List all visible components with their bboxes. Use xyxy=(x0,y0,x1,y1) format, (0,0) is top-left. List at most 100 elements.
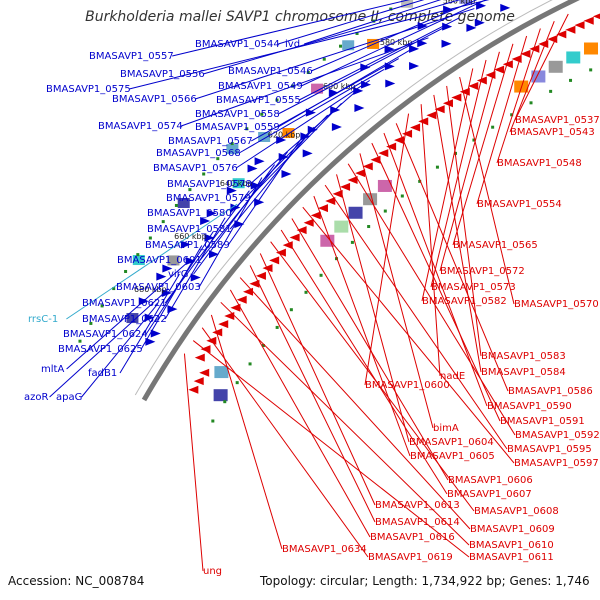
minor-tick xyxy=(529,101,533,105)
leader-line xyxy=(395,123,509,392)
reverse-gene-arrow xyxy=(370,155,381,164)
minor-tick xyxy=(112,287,116,291)
minor-tick xyxy=(261,344,265,348)
leader-line xyxy=(336,174,410,443)
leader-line xyxy=(476,35,528,205)
leader-line xyxy=(201,327,369,558)
reverse-gene-arrow xyxy=(236,295,247,304)
minor-tick xyxy=(78,339,82,343)
gene-label-left: BMASAVP1_0546 xyxy=(228,66,313,77)
gene-label-left: BMASAVP1_0544 xyxy=(195,39,280,50)
leader-line xyxy=(278,0,425,45)
gene-label-right: BMASAVP1_0570 xyxy=(514,299,599,310)
forward-gene-arrow xyxy=(409,44,420,53)
gene-label-right: BMASAVP1_0548 xyxy=(497,158,582,169)
gene-label-right: BMASAVP1_0565 xyxy=(453,240,538,251)
leader-line xyxy=(66,203,238,320)
forward-gene-arrow xyxy=(206,209,217,218)
gene-label-right: BMASAVP1_0583 xyxy=(481,351,566,362)
gene-label-right: BMASAVP1_0592 xyxy=(515,430,600,441)
reverse-gene-arrow xyxy=(442,99,453,108)
leader-line xyxy=(446,85,482,357)
minor-tick xyxy=(275,325,279,329)
leader-line xyxy=(359,153,434,429)
minor-tick xyxy=(400,194,404,198)
minor-tick xyxy=(275,98,279,102)
map-title: Burkholderia mallei SAVP1 chromosome II,… xyxy=(85,9,515,25)
gene-label-right: BMASAVP1_0591 xyxy=(500,416,585,427)
reverse-gene-arrow xyxy=(574,21,585,30)
reverse-gene-arrow xyxy=(269,256,280,265)
minor-tick xyxy=(306,71,310,75)
leader-line xyxy=(324,184,508,450)
gene-features xyxy=(78,0,600,423)
gene-label-right: BMASAVP1_0634 xyxy=(282,544,367,555)
leader-line xyxy=(433,94,482,373)
forward-gene-arrow xyxy=(441,39,452,48)
minor-tick xyxy=(472,138,476,142)
leader-line xyxy=(383,132,488,407)
feature-block xyxy=(232,178,245,189)
reverse-gene-arrow xyxy=(394,136,405,145)
kbp-tick-label: 600 kbp xyxy=(323,82,356,91)
feature-block xyxy=(459,0,472,4)
gene-label-left: ivd xyxy=(285,39,300,50)
leader-line xyxy=(229,289,371,538)
forward-gene-arrow xyxy=(354,103,365,112)
reverse-gene-arrow xyxy=(340,182,351,191)
minor-tick xyxy=(223,400,227,404)
reverse-gene-arrow xyxy=(520,49,531,58)
forward-gene-arrow xyxy=(384,45,395,54)
minor-tick xyxy=(161,220,165,224)
gene-label-left: BMASAVP1_0578 xyxy=(167,179,252,190)
minor-tick xyxy=(216,157,220,161)
reverse-gene-arrow xyxy=(193,377,204,386)
leader-line xyxy=(371,142,501,422)
gene-label-left: BMASAVP1_0576 xyxy=(153,163,238,174)
gene-label-left: fadB1 xyxy=(88,368,117,379)
gene-label-left: BMASAVP1_0624 xyxy=(63,329,148,340)
topology-text: Topology: circular; Length: 1,734,922 bp… xyxy=(260,574,590,588)
gene-label-right: BMASAVP1_0584 xyxy=(481,367,566,378)
forward-gene-arrow xyxy=(276,135,287,144)
feature-block xyxy=(584,42,599,55)
forward-gene-arrow xyxy=(145,337,156,346)
forward-gene-arrow xyxy=(353,86,364,95)
reverse-gene-arrow xyxy=(212,328,223,337)
forward-gene-arrow xyxy=(161,288,172,297)
feature-block xyxy=(282,128,295,139)
feature-block xyxy=(311,83,324,94)
reverse-gene-arrow xyxy=(583,16,594,25)
forward-gene-arrow xyxy=(331,123,342,132)
gene-label-left: BMASAVP1_0621 xyxy=(82,298,167,309)
reverse-gene-arrow xyxy=(282,241,293,250)
reverse-gene-arrow xyxy=(494,65,505,74)
feature-block xyxy=(320,234,335,247)
reverse-gene-arrow xyxy=(410,123,421,132)
leader-line xyxy=(195,8,475,100)
leader-line xyxy=(229,126,315,230)
forward-gene-arrow xyxy=(156,272,167,281)
leader-line xyxy=(140,245,203,350)
leader-line xyxy=(220,301,470,546)
minor-tick xyxy=(100,304,104,308)
backbone-ring-outer xyxy=(134,0,553,396)
accession-text: Accession: NC_008784 xyxy=(8,574,145,588)
forward-gene-arrow xyxy=(500,3,511,12)
reverse-gene-arrow xyxy=(289,233,300,242)
leader-line xyxy=(270,241,475,512)
minor-tick xyxy=(319,273,323,277)
minor-tick xyxy=(350,240,354,244)
gene-label-left: BMASAVP1_0622 xyxy=(82,314,167,325)
kbp-tick-label: 640 kbp xyxy=(220,179,253,188)
reverse-gene-arrow xyxy=(199,368,210,377)
feature-block xyxy=(334,220,349,233)
reverse-gene-arrow xyxy=(325,197,336,206)
gene-label-left: mltA xyxy=(41,364,64,375)
minor-tick xyxy=(549,89,553,93)
minor-tick xyxy=(174,203,178,207)
gene-label-left: BMASAVP1_0625 xyxy=(58,344,143,355)
gene-labels: BMASAVP1_0544 ivd BMASAVP1_0557 BMASAVP1_05… xyxy=(24,39,600,577)
forward-gene-arrow xyxy=(476,1,487,10)
gene-label-right: BMASAVP1_0604 xyxy=(409,437,494,448)
